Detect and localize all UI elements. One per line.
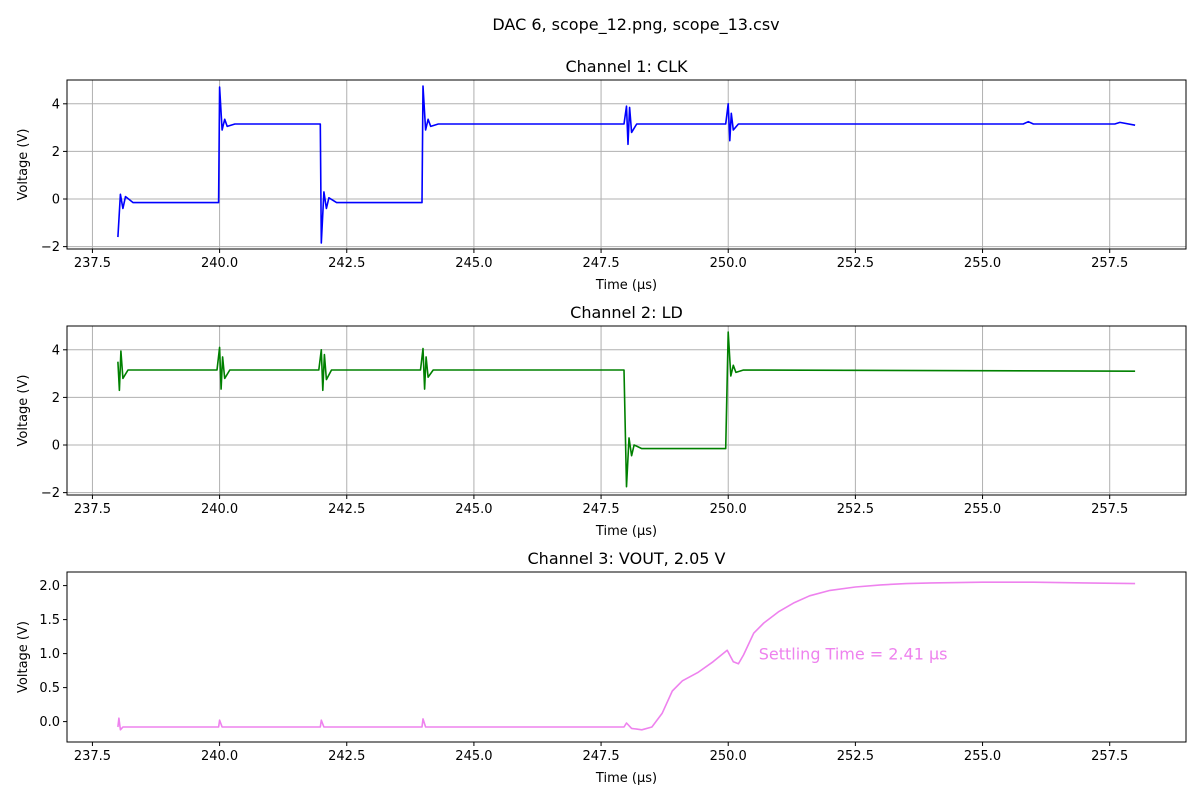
ch2-ld-xtick-label-1: 240.0 xyxy=(201,502,238,517)
ch1-clk-ytick-label-1: 0 xyxy=(52,193,60,208)
ch1-clk-xtick-label-3: 245.0 xyxy=(455,256,492,271)
ch1-clk-xtick-label-1: 240.0 xyxy=(201,256,238,271)
ch3-vout-ytick-label-4: 2.0 xyxy=(39,579,60,594)
ch2-ld-xtick-label-3: 245.0 xyxy=(455,502,492,517)
ch1-clk-series-line-0 xyxy=(117,85,1136,244)
ch2-ld-xtick-label-6: 252.5 xyxy=(837,502,874,517)
ch1-clk-ytick-label-2: 2 xyxy=(52,145,60,160)
ch3-vout-settling-time-annotation: Settling Time = 2.41 µs xyxy=(759,645,948,664)
ch3-vout-xtick-label-2: 242.5 xyxy=(328,749,365,764)
ch2-ld-xtick-label-7: 255.0 xyxy=(964,502,1001,517)
figure-suptitle: DAC 6, scope_12.png, scope_13.csv xyxy=(492,15,779,35)
ch2-ld-ytick-label-1: 0 xyxy=(52,439,60,454)
ch3-vout-ytick-label-0: 0.0 xyxy=(39,715,60,730)
ch3-vout-xtick-label-7: 255.0 xyxy=(964,749,1001,764)
ch2-ld-xlabel: Time (µs) xyxy=(595,524,657,539)
ch3-vout-ytick-label-3: 1.5 xyxy=(39,613,60,628)
panel-ch3-vout: 237.5 240.0 242.5 245.0 247.5 250.0 252.5 255.0… xyxy=(16,549,1187,786)
ch1-clk-xtick-label-5: 250.0 xyxy=(710,256,747,271)
ch3-vout-ytick-label-1: 0.5 xyxy=(39,681,60,696)
ch3-vout-xtick-label-0: 237.5 xyxy=(74,749,111,764)
ch1-clk-xtick-label-2: 242.5 xyxy=(328,256,365,271)
ch3-vout-xtick-label-6: 252.5 xyxy=(837,749,874,764)
ch2-ld-ytick-label-2: 2 xyxy=(52,391,60,406)
ch3-vout-title: Channel 3: VOUT, 2.05 V xyxy=(528,549,726,568)
ch3-vout-series-line-0 xyxy=(117,581,1136,731)
ch3-vout-ylabel: Voltage (V) xyxy=(16,621,31,693)
ch2-ld-xtick-label-5: 250.0 xyxy=(710,502,747,517)
ch3-vout-xtick-label-3: 245.0 xyxy=(455,749,492,764)
ch3-vout-xtick-label-5: 250.0 xyxy=(710,749,747,764)
ch1-clk-xtick-label-6: 252.5 xyxy=(837,256,874,271)
panel-ch2-ld: 237.5 240.0 242.5 245.0 247.5 250.0 252.5 255.0… xyxy=(16,303,1187,539)
ch2-ld-xtick-label-8: 257.5 xyxy=(1091,502,1128,517)
ch1-clk-ytick-label-0: −2 xyxy=(41,240,60,255)
ch3-vout-xtick-label-8: 257.5 xyxy=(1091,749,1128,764)
ch2-ld-ylabel: Voltage (V) xyxy=(16,375,31,447)
ch2-ld-title: Channel 2: LD xyxy=(570,303,683,322)
ch2-ld-xtick-label-2: 242.5 xyxy=(328,502,365,517)
ch3-vout-xtick-label-1: 240.0 xyxy=(201,749,238,764)
ch1-clk-title: Channel 1: CLK xyxy=(565,57,688,76)
ch3-vout-xtick-label-4: 247.5 xyxy=(582,749,619,764)
ch2-ld-axes-frame xyxy=(66,325,1187,496)
ch2-ld-series-line-0 xyxy=(117,331,1136,488)
ch2-ld-ytick-label-3: 4 xyxy=(52,343,60,358)
ch1-clk-ytick-label-3: 4 xyxy=(52,97,60,112)
ch3-vout-ytick-label-2: 1.0 xyxy=(39,647,60,662)
ch3-vout-axes-frame xyxy=(66,571,1187,743)
panel-ch1-clk: 237.5 240.0 242.5 245.0 247.5 250.0 252.5 255.0… xyxy=(16,57,1187,293)
ch1-clk-xtick-label-8: 257.5 xyxy=(1091,256,1128,271)
ch3-vout-xlabel: Time (µs) xyxy=(595,771,657,786)
ch1-clk-xtick-label-7: 255.0 xyxy=(964,256,1001,271)
ch2-ld-xtick-label-0: 237.5 xyxy=(74,502,111,517)
ch2-ld-xtick-label-4: 247.5 xyxy=(582,502,619,517)
ch1-clk-xlabel: Time (µs) xyxy=(595,278,657,293)
ch1-clk-xtick-label-0: 237.5 xyxy=(74,256,111,271)
ch1-clk-xtick-label-4: 247.5 xyxy=(582,256,619,271)
ch2-ld-ytick-label-0: −2 xyxy=(41,486,60,501)
ch1-clk-axes-frame xyxy=(66,79,1187,250)
ch1-clk-ylabel: Voltage (V) xyxy=(16,129,31,201)
